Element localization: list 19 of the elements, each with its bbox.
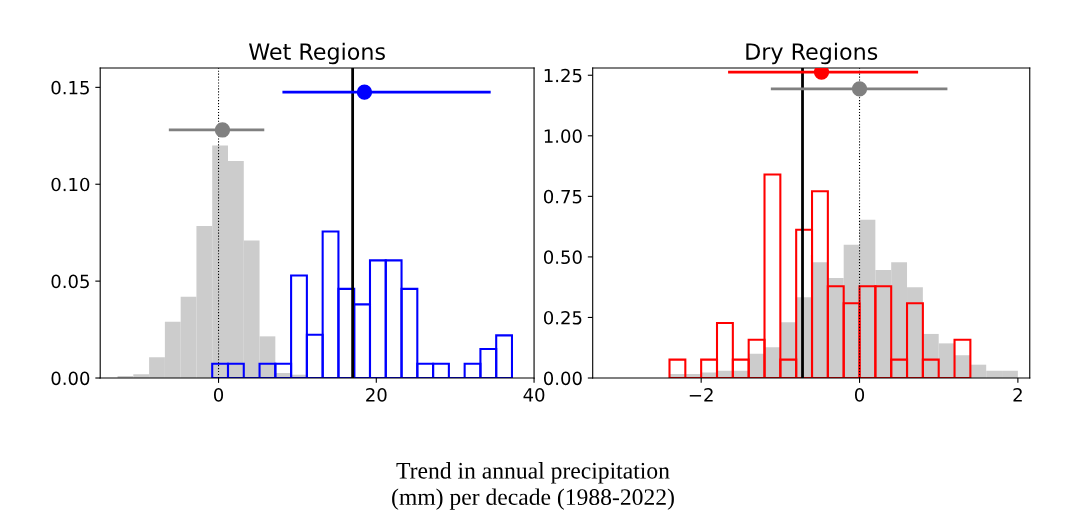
y-tick-label: 0.50 xyxy=(543,250,582,265)
x-axis-title: Trend in annual precipitation (mm) per decade (1988-2022) xyxy=(392,462,674,510)
y-tick-label: 0.00 xyxy=(51,371,90,386)
x-tick-label: 0 xyxy=(213,388,224,402)
x-tick-label: 2 xyxy=(1013,388,1022,402)
y-tick-label: 0.25 xyxy=(543,310,582,325)
x-tick-label: 20 xyxy=(366,388,387,402)
y-tick-label: 0.00 xyxy=(543,371,582,386)
x-tick-label: 40 xyxy=(523,388,545,402)
chart-title: Dry Regions xyxy=(746,42,878,65)
chart-title: Wet Regions xyxy=(248,42,385,65)
y-tick-label: 1.25 xyxy=(544,68,582,83)
x-tick-label: −2 xyxy=(689,388,713,402)
y-tick-label: 0.15 xyxy=(51,80,89,95)
y-tick-label: 0.75 xyxy=(543,189,582,204)
y-tick-label: 0.05 xyxy=(51,274,89,289)
y-tick-label: 0.10 xyxy=(51,177,90,192)
y-tick-label: 1.00 xyxy=(544,129,582,143)
x-tick-label: 0 xyxy=(854,388,865,402)
